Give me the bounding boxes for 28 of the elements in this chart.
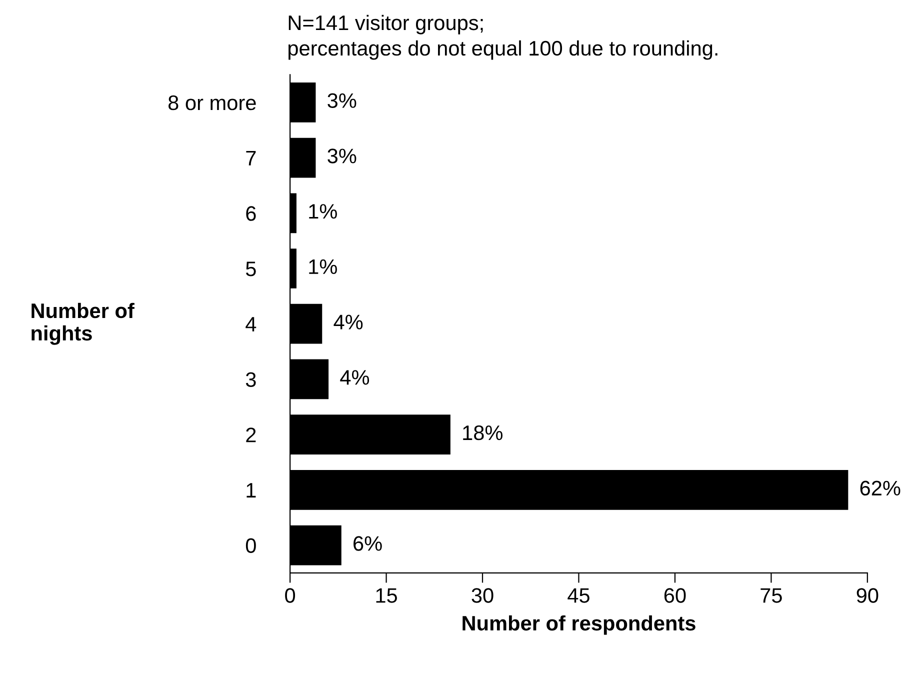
annotation: 3% [328, 148, 356, 164]
x-tick-label: 15 [376, 588, 397, 603]
y-tick-label: 5 [246, 262, 256, 276]
annotation: 18% [463, 425, 502, 440]
annotation: 6% [354, 536, 382, 551]
annotation: 1% [309, 259, 337, 274]
y-axis-title: Number of nights [32, 302, 134, 345]
annotation: 3% [328, 93, 356, 108]
y-tick-label: 7 [246, 150, 256, 166]
text: N=141 visitor groups; percentages do not equal 100 due to rounding. [288, 14, 718, 60]
annotation: 4% [334, 314, 363, 330]
y-tick-label: 8 or more [168, 95, 256, 110]
annotation: 4% [340, 370, 370, 385]
x-tick-label: 0 [285, 588, 296, 603]
annotation: 1% [309, 204, 337, 219]
x-tick-label: 60 [664, 588, 686, 603]
y-tick-label: 1 [246, 483, 256, 498]
x-axis-title: Number of respondents [462, 615, 696, 635]
y-tick-label: 0 [246, 538, 256, 554]
y-tick-label: 2 [246, 428, 256, 442]
x-tick-label: 30 [472, 588, 494, 603]
x-tick-label: 45 [568, 588, 590, 603]
x-tick-label: 75 [760, 588, 782, 603]
y-tick-label: 3 [246, 372, 256, 387]
x-tick-label: 90 [856, 588, 878, 603]
annotation: 62% [860, 480, 900, 496]
y-tick-label: 6 [246, 206, 256, 221]
y-tick-label: 4 [246, 317, 256, 332]
